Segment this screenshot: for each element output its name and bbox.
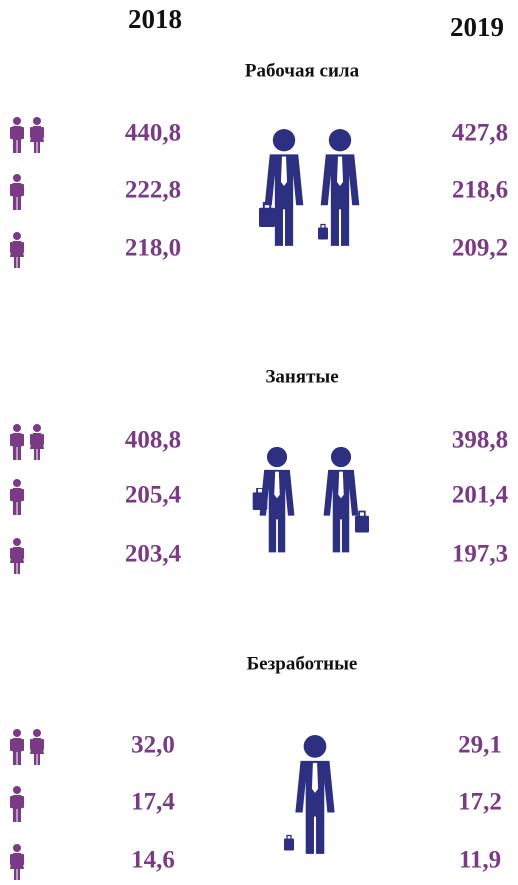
figure-employed [253,447,369,552]
value-2019: 427,8 [452,120,508,147]
figure-unemployed [284,735,335,854]
value-2019: 398,8 [452,427,508,454]
person-icon [10,232,24,268]
value-2018: 222,8 [125,177,181,204]
person-icon [10,479,24,515]
value-2018: 440,8 [125,120,181,147]
year-2019: 2019 [450,12,504,42]
value-2019: 17,2 [458,789,502,816]
value-2018: 17,4 [131,789,175,816]
year-2018: 2018 [128,4,182,34]
value-2019: 209,2 [452,235,508,262]
person-icon [10,117,24,153]
person-icon [10,424,24,460]
value-2019: 197,3 [452,541,508,568]
person-icon [30,117,44,153]
section-title: Рабочая сила [245,60,360,81]
person-icon [10,786,24,822]
value-2019: 11,9 [459,847,501,874]
infographic: 2018 2019 Рабочая сила 440,8 427,8 222,8 218… [0,0,518,885]
person-icon [10,729,24,765]
value-2018: 408,8 [125,427,181,454]
value-2018: 203,4 [125,541,182,568]
value-2019: 201,4 [452,482,509,509]
value-2018: 218,0 [125,235,181,262]
person-icon [10,538,24,574]
value-2019: 218,6 [452,177,508,204]
person-icon [30,424,44,460]
value-2018: 205,4 [125,482,182,509]
value-2018: 32,0 [131,732,175,759]
person-icon [10,174,24,210]
person-icon [30,729,44,765]
figure-labor-force [259,129,359,246]
section-title: Безработные [247,653,358,674]
value-2019: 29,1 [458,732,502,759]
person-icon [10,844,24,880]
value-2018: 14,6 [131,847,175,874]
section-title: Занятые [265,366,338,387]
